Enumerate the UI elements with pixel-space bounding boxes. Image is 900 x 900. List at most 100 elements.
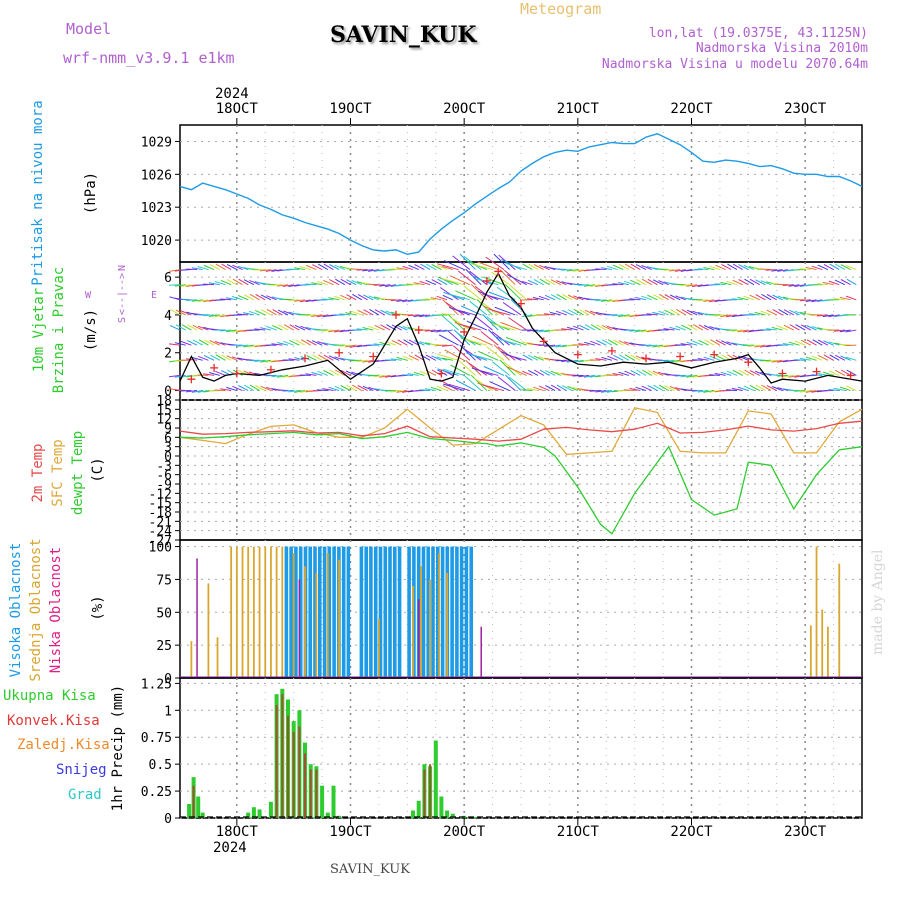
station-title: SAVIN_KUK [330,22,477,48]
wind-arrow [339,265,351,271]
y-tick-label: 1026 [141,168,172,183]
wind-arrow [743,264,755,271]
wind-arrow [726,314,738,318]
wind-arrow [680,343,692,346]
wind-arrow [601,324,613,331]
wind-arrow [425,263,436,270]
wind-arrow [765,359,777,363]
wind-arrow [544,313,556,316]
wind-arrow [748,344,760,347]
wind-arrow [646,266,658,271]
precip-legend-item: Ukupna Kisa [3,688,96,704]
y-tick-label: 3 [164,441,172,456]
gust-marker [642,354,651,363]
wind-arrow [328,386,340,392]
temp-ylabel-dewpt: dewpt Temp [70,431,86,515]
wind-arrow [208,282,220,286]
wind-arrow [766,385,777,391]
wind-arrow [817,264,829,271]
wind-arrow [311,390,323,392]
wind-arrow [771,269,783,272]
wind-arrow [636,279,647,286]
precip-total-bar [473,816,478,818]
wind-arrow [350,344,362,348]
wind-arrow [545,369,556,376]
wind-arrow [474,316,493,331]
cloud-high-bar [294,546,298,678]
model-elevation: Nadmorska Visina u modelu 2070.64m [601,57,868,72]
cloud-high-bar [318,546,322,678]
wind-arrow [463,285,482,301]
wind-arrow [816,314,828,317]
wind-arrow [834,354,846,361]
wind-arrow [186,284,198,287]
wind-arrow [198,355,209,361]
wind-arrow [800,324,812,331]
wind-arrow [555,371,567,376]
wind-arrow [647,294,658,301]
wind-arrow [720,314,732,318]
wind-arrow [840,386,851,392]
wind-arrow [532,297,544,301]
wind-arrow [271,374,283,378]
wind-arrow [528,369,539,376]
gust-marker [232,369,241,378]
gust-marker [460,327,469,336]
wind-arrow [373,343,385,346]
wind-arrow [465,338,488,346]
wind-arrow [363,294,374,301]
wind-arrow [242,312,254,316]
wind-arrow [601,390,613,393]
wind-arrow [437,353,459,361]
wind-arrow [204,339,215,346]
cloud-high-bar [426,546,430,678]
wind-arrow [522,263,533,270]
y-tick-label: 6 [164,271,172,286]
wind-arrow [828,314,840,318]
gust-marker [335,348,344,357]
y-tick-label: 1.25 [141,677,172,692]
wind-arrow [539,385,550,392]
wind-arrow [720,371,732,376]
wind-arrow [455,290,476,301]
wind-arrow [521,314,533,318]
wind-arrow [743,329,755,333]
wind-arrow [373,374,385,378]
wind-arrow [624,354,635,361]
wind-arrow [328,355,340,361]
wind-arrow [817,354,829,361]
wind-arrow [839,329,851,333]
wind-arrow [442,278,465,286]
wind-arrow [442,294,454,301]
wind-arrow [755,294,766,301]
wind-arrow [169,269,181,272]
wind-arrow [457,332,476,346]
wind-arrow [464,375,482,391]
wind-arrow [556,280,567,286]
wind-arrow [322,329,334,332]
wind-arrow [323,354,334,361]
wind-arrow [765,328,777,331]
wind-arrow [794,284,806,288]
wind-arrow [528,263,539,270]
gust-marker [482,276,491,285]
wind-arrow [339,344,351,347]
time-label-top: 18OCT [216,101,259,117]
wind-arrow [691,359,703,361]
wind-arrow [226,279,238,286]
wind-arrow [368,386,380,392]
wind-arrow [368,269,380,272]
y-tick-label: 1029 [141,135,172,150]
wind-arrow [425,279,436,286]
wind-arrow [483,366,505,376]
wind-arrow [600,299,613,302]
wind-arrow [630,263,641,270]
wind-arrow [322,388,334,392]
time-label-bottom: 20OCT [443,824,486,840]
wind-arrow [772,309,783,316]
wind-arrow [623,314,635,318]
wind-arrow [419,341,431,346]
wind-arrow [749,369,760,376]
wind-arrow [737,296,749,301]
wind-arrow [607,339,618,346]
